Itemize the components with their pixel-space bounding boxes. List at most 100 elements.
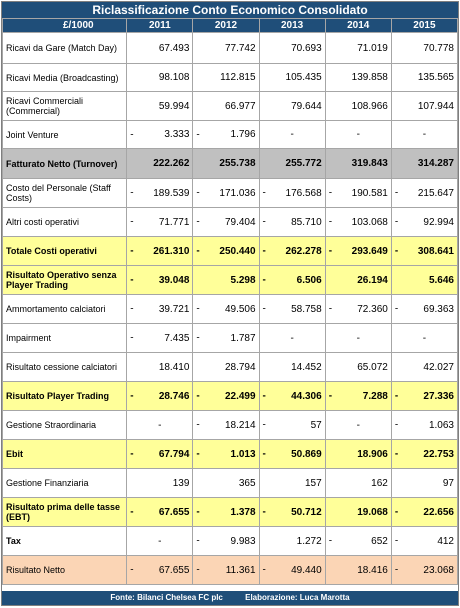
value-cell: - 261.310 (126, 236, 194, 266)
minus-sign: - (328, 187, 333, 199)
value-cell: - 6.506 (258, 265, 326, 295)
row-label: Ricavi da Gare (Match Day) (1, 32, 128, 64)
value-cell: - 171.036 (192, 178, 260, 208)
minus-sign: - (394, 216, 399, 228)
cell-value: - (290, 129, 294, 140)
cell-value: 58.758 (291, 303, 322, 315)
minus-sign: - (328, 390, 333, 402)
value-cell: - 49.440 (258, 555, 326, 585)
value-cell: - (126, 526, 194, 556)
minus-sign: - (196, 506, 200, 518)
value-cell: - 250.440 (192, 236, 260, 266)
value-cell: 42.027 (390, 352, 459, 382)
cell-value: 3.333 (164, 129, 190, 140)
value-cell: - 190.581 (324, 178, 392, 208)
minus-sign: - (394, 535, 399, 547)
minus-sign: - (130, 274, 134, 286)
cell-value: 49.440 (291, 564, 322, 576)
minus-sign: - (394, 564, 399, 576)
cell-value: - (290, 332, 294, 344)
cell-value: 5.646 (428, 274, 454, 286)
cell-value: 42.027 (423, 361, 454, 373)
value-cell: 77.742 (192, 32, 260, 64)
cell-value: 67.493 (158, 42, 190, 54)
value-cell: - 1.378 (192, 497, 260, 527)
row-label: Ricavi Commerciali (Commercial) (1, 91, 128, 121)
cell-value: 28.746 (158, 390, 190, 402)
cell-value: - (158, 535, 162, 547)
table-row: Joint Venture -3.333-1.796- - - (1, 120, 459, 149)
table-row: Risultato Operativo senza Player Trading… (1, 265, 459, 295)
table-row: Gestione Straordinaria - -18.214-57- -1.063 (1, 410, 459, 440)
value-cell: - 58.758 (258, 294, 326, 324)
minus-sign: - (196, 216, 200, 228)
value-cell: - 1.796 (192, 120, 260, 149)
cell-value: 65.072 (357, 361, 388, 373)
value-cell: 18.416 (324, 555, 392, 585)
cell-value: 66.977 (224, 100, 256, 112)
cell-value: 190.581 (351, 187, 388, 199)
value-cell: - 49.506 (192, 294, 260, 324)
value-cell: 319.843 (324, 148, 392, 179)
value-cell: - 72.360 (324, 294, 392, 324)
cell-value: 176.568 (285, 187, 322, 199)
minus-sign: - (262, 390, 266, 402)
cell-value: 314.287 (417, 158, 454, 169)
cell-value: - (356, 129, 360, 140)
row-label: Ebit (1, 439, 128, 469)
cell-value: 157 (305, 477, 322, 489)
cell-value: 49.506 (224, 303, 256, 315)
cell-value: 5.298 (230, 274, 256, 286)
cell-value: 67.655 (158, 564, 190, 576)
value-cell: - 39.721 (126, 294, 194, 324)
value-cell: - 308.641 (390, 236, 459, 266)
value-cell: - (324, 323, 392, 353)
cell-value: 79.644 (291, 100, 322, 112)
minus-sign: - (130, 187, 134, 199)
value-cell: - (324, 410, 392, 440)
cell-value: 79.404 (224, 216, 256, 228)
author-note: Elaborazione: Luca Marotta (245, 593, 350, 602)
row-label: Ammortamento calciatori (1, 294, 128, 324)
cell-value: 77.742 (224, 42, 256, 54)
value-cell: - 293.649 (324, 236, 392, 266)
row-label: Joint Venture (1, 120, 128, 149)
cell-value: 70.778 (423, 42, 454, 54)
value-cell: - 67.794 (126, 439, 194, 469)
table-row: Ricavi Commerciali (Commercial) 59.994 66.… (1, 91, 459, 121)
header-row: £/1000 2011 2012 2013 2014 2015 (1, 18, 459, 33)
cell-value: 1.378 (230, 506, 256, 518)
minus-sign: - (328, 303, 333, 315)
minus-sign: - (394, 448, 399, 460)
row-label: Ricavi Media (Broadcasting) (1, 63, 128, 92)
minus-sign: - (394, 187, 399, 199)
cell-value: 255.772 (285, 158, 322, 169)
value-cell: 107.944 (390, 91, 459, 121)
row-label: Impairment (1, 323, 128, 353)
minus-sign: - (196, 535, 200, 547)
cell-value: 7.288 (362, 390, 388, 402)
value-cell: 66.977 (192, 91, 260, 121)
minus-sign: - (196, 129, 200, 140)
minus-sign: - (196, 564, 200, 576)
cell-value: 652 (371, 535, 388, 547)
value-cell: - 9.983 (192, 526, 260, 556)
minus-sign: - (262, 419, 266, 431)
minus-sign: - (196, 187, 200, 199)
cell-value: 9.983 (230, 535, 256, 547)
row-label: Totale Costi operativi (1, 236, 128, 266)
value-cell: 18.906 (324, 439, 392, 469)
minus-sign: - (262, 216, 266, 228)
cell-value: 171.036 (219, 187, 256, 199)
cell-value: 107.944 (417, 100, 454, 112)
value-cell: - 652 (324, 526, 392, 556)
row-label: Altri costi operativi (1, 207, 128, 237)
cell-value: 39.721 (158, 303, 190, 315)
minus-sign: - (262, 274, 266, 286)
cell-value: 71.019 (357, 42, 388, 54)
cell-value: 1.796 (230, 129, 256, 140)
cell-value: 69.363 (423, 303, 454, 315)
value-cell: 314.287 (390, 148, 459, 179)
value-cell: - 50.869 (258, 439, 326, 469)
